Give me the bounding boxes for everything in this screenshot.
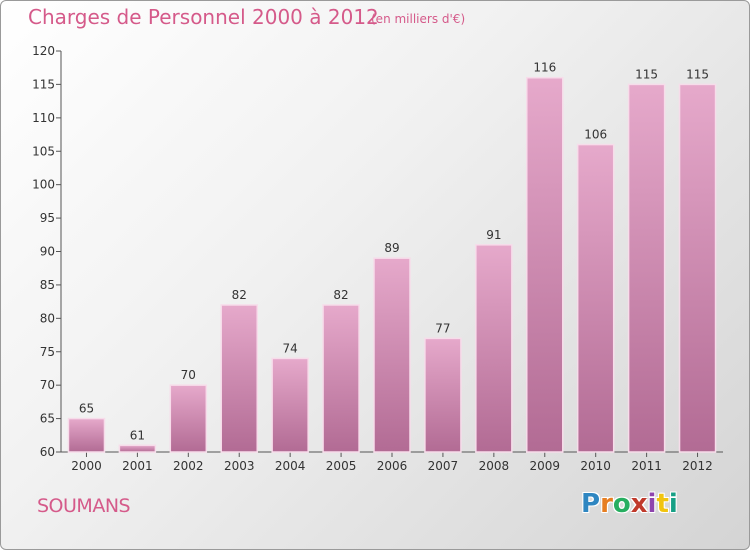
y-tick-label: 70 [40, 378, 55, 392]
logo-letter: o [612, 489, 631, 519]
bar-2001 [118, 444, 157, 453]
x-tick-label: 2011 [631, 459, 662, 473]
x-tick-label: 2003 [224, 459, 255, 473]
data-label: 65 [79, 402, 94, 416]
x-tick-label: 2010 [580, 459, 611, 473]
x-tick-label: 2002 [173, 459, 204, 473]
bar-2004 [271, 357, 309, 453]
bar-2005 [322, 304, 360, 453]
y-tick-label: 85 [40, 278, 55, 292]
x-tick-label: 2000 [71, 459, 102, 473]
chart-subtitle: (en milliers d'€) [371, 12, 466, 26]
data-label: 91 [486, 228, 501, 242]
bar-2008 [475, 244, 513, 453]
logo-letter: i [668, 489, 678, 519]
bar-2003 [220, 304, 258, 453]
logo-letter: P [581, 489, 601, 519]
data-label: 115 [686, 67, 709, 81]
x-tick-label: 2004 [275, 459, 306, 473]
logo-letter: r [600, 489, 613, 519]
y-tick-label: 60 [40, 445, 55, 459]
y-tick-label: 110 [32, 111, 55, 125]
data-label: 74 [283, 341, 298, 355]
y-tick-label: 80 [40, 311, 55, 325]
bar-2000 [67, 417, 106, 453]
logo-letter: i [647, 489, 657, 519]
bar-2011 [627, 83, 666, 453]
data-label: 82 [333, 288, 348, 302]
data-label: 82 [232, 288, 247, 302]
y-tick-label: 120 [32, 44, 55, 58]
logo-letter: t [656, 489, 669, 519]
chart-title: Charges de Personnel 2000 à 2012 [28, 5, 379, 29]
y-tick-label: 90 [40, 245, 55, 259]
data-label: 116 [533, 61, 556, 75]
data-label: 115 [635, 67, 658, 81]
x-tick-label: 2005 [326, 459, 357, 473]
x-tick-label: 2006 [377, 459, 408, 473]
data-label: 70 [181, 368, 196, 382]
y-tick-label: 75 [40, 345, 55, 359]
logo-letter: x [630, 489, 648, 519]
x-tick-label: 2012 [682, 459, 713, 473]
x-tick-label: 2001 [122, 459, 153, 473]
y-tick-label: 105 [32, 144, 55, 158]
proxiti-logo[interactable]: Proxiti [581, 489, 678, 519]
data-label: 106 [584, 128, 607, 142]
bar-2009 [526, 76, 564, 453]
data-label: 77 [435, 321, 450, 335]
data-label: 89 [384, 241, 399, 255]
x-tick-label: 2007 [428, 459, 459, 473]
bar-2010 [576, 143, 615, 453]
y-tick-label: 95 [40, 211, 55, 225]
y-tick-label: 115 [32, 77, 55, 91]
y-tick-label: 100 [32, 178, 55, 192]
x-tick-label: 2008 [479, 459, 510, 473]
town-name: SOUMANS [37, 495, 131, 517]
x-tick-label: 2009 [529, 459, 560, 473]
bar-2002 [169, 384, 208, 453]
data-label: 61 [130, 428, 145, 442]
y-tick-label: 65 [40, 412, 55, 426]
bar-2006 [373, 257, 411, 453]
bar-2012 [678, 83, 717, 453]
bar-2007 [424, 337, 462, 453]
